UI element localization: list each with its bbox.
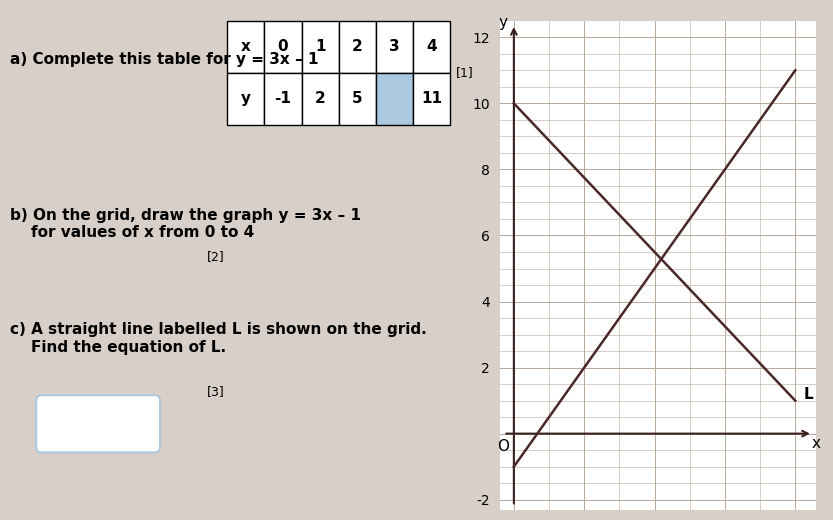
FancyBboxPatch shape	[264, 73, 302, 125]
FancyBboxPatch shape	[376, 21, 413, 73]
Text: [3]: [3]	[207, 385, 224, 398]
Text: 4: 4	[426, 40, 437, 54]
FancyBboxPatch shape	[413, 21, 451, 73]
Text: b) On the grid, draw the graph y = 3x – 1
    for values of x from 0 to 4: b) On the grid, draw the graph y = 3x – …	[10, 208, 362, 240]
FancyBboxPatch shape	[413, 73, 451, 125]
Text: 5: 5	[352, 92, 362, 106]
Text: y: y	[499, 15, 508, 30]
FancyBboxPatch shape	[264, 21, 302, 73]
FancyBboxPatch shape	[376, 73, 413, 125]
Text: c) A straight line labelled L is shown on the grid.
    Find the equation of L.: c) A straight line labelled L is shown o…	[10, 322, 427, 355]
FancyBboxPatch shape	[339, 73, 376, 125]
Text: L: L	[804, 386, 813, 401]
Text: -1: -1	[275, 92, 292, 106]
FancyBboxPatch shape	[227, 21, 264, 73]
Text: 2: 2	[315, 92, 326, 106]
FancyBboxPatch shape	[227, 73, 264, 125]
Text: 0: 0	[277, 40, 288, 54]
Text: 1: 1	[315, 40, 326, 54]
Text: [1]: [1]	[456, 66, 473, 79]
FancyBboxPatch shape	[36, 395, 160, 452]
Text: 2: 2	[352, 40, 362, 54]
Text: x: x	[241, 40, 251, 54]
Text: x: x	[812, 436, 821, 451]
Text: O: O	[497, 439, 509, 454]
FancyBboxPatch shape	[302, 73, 339, 125]
Text: a) Complete this table for y = 3x – 1: a) Complete this table for y = 3x – 1	[10, 52, 319, 67]
Text: 3: 3	[389, 40, 400, 54]
Text: [2]: [2]	[207, 250, 224, 263]
FancyBboxPatch shape	[302, 21, 339, 73]
Text: y: y	[241, 92, 251, 106]
FancyBboxPatch shape	[339, 21, 376, 73]
Text: 11: 11	[421, 92, 442, 106]
